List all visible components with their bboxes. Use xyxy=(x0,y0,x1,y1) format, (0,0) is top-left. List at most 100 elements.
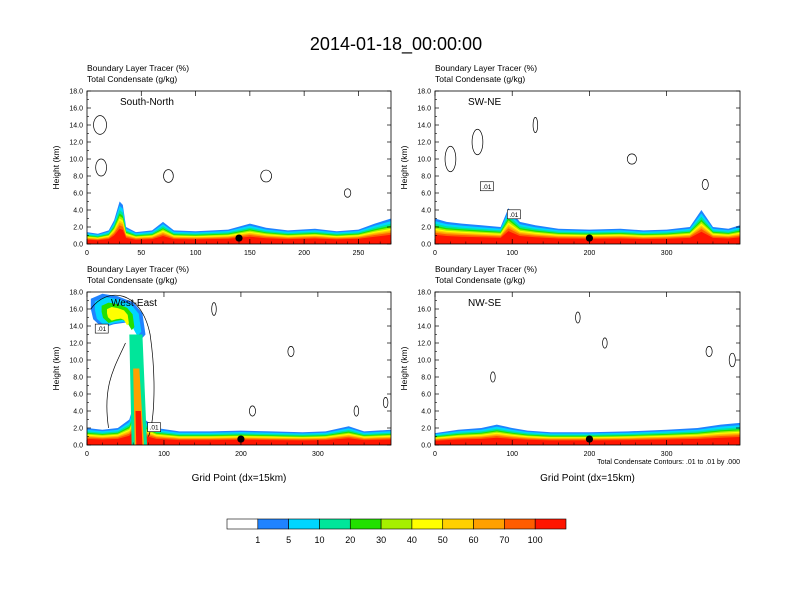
y-tick-label: 2.0 xyxy=(421,426,431,433)
panel-sw-ne: .01 .01 0.0 2.0 4.0 6.0 8.0 10.0 12.0 14.0 16.0 18.… xyxy=(399,63,741,257)
condensate-contour-tower xyxy=(90,294,155,437)
y-axis-label: Height (km) xyxy=(399,145,409,189)
y-axis-label: Height (km) xyxy=(51,145,61,189)
x-tick-label: 0 xyxy=(433,451,437,458)
location-marker xyxy=(585,234,594,242)
plot-area xyxy=(435,311,740,445)
x-tick-label: 0 xyxy=(85,250,89,257)
footnote-contours: Total Condensate Contours: .01 to .01 by… xyxy=(597,459,740,466)
y-tick-label: 16.0 xyxy=(69,307,83,314)
colorbar-swatch-6 xyxy=(380,518,413,530)
x-tick-label: 200 xyxy=(584,250,596,257)
y-tick-label: 16.0 xyxy=(417,106,431,113)
condensate-contour-1 xyxy=(93,115,107,135)
condensate-contour-2 xyxy=(95,158,107,177)
condensate-contour-5 xyxy=(705,346,713,357)
condensate-contour-3 xyxy=(602,337,608,349)
y-tick-label: 8.0 xyxy=(73,375,83,382)
y-tick-label: 12.0 xyxy=(69,140,83,147)
y-tick-label: 14.0 xyxy=(69,324,83,331)
x-axis-label: Grid Point (dx=15km) xyxy=(192,473,287,484)
y-tick-label: 10.0 xyxy=(69,358,83,365)
colorbar-swatch-7 xyxy=(411,518,444,530)
x-tick-label: 200 xyxy=(584,451,596,458)
y-tick-label: 18.0 xyxy=(417,290,431,297)
condensate-contour-1 xyxy=(444,145,457,173)
colorbar-swatch-1 xyxy=(226,518,259,530)
y-tick-label: 14.0 xyxy=(69,123,83,130)
location-marker xyxy=(237,435,245,443)
y-tick-label: 10.0 xyxy=(417,157,431,164)
y-tick-label: 14.0 xyxy=(417,123,431,130)
colorbar-label: 70 xyxy=(499,535,509,545)
y-tick-label: 12.0 xyxy=(417,140,431,147)
y-tick-label: 18.0 xyxy=(69,89,83,96)
colorbar-label: 40 xyxy=(407,535,417,545)
x-tick-label: 0 xyxy=(85,451,89,458)
x-tick-label: 100 xyxy=(506,250,518,257)
tracer-band-10 xyxy=(435,231,740,244)
y-tick-label: 12.0 xyxy=(417,341,431,348)
x-tick-label: 50 xyxy=(137,250,145,257)
colorbar-label: 100 xyxy=(528,535,543,545)
y-tick-label: 18.0 xyxy=(69,290,83,297)
y-tick-label: 4.0 xyxy=(73,409,83,416)
contour-label: .01 xyxy=(150,425,159,432)
y-tick-label: 6.0 xyxy=(73,392,83,399)
plot-area xyxy=(87,115,391,244)
condensate-contour-3 xyxy=(287,346,295,357)
panel-title-line2: Total Condensate (g/kg) xyxy=(87,275,177,285)
panel-west-east: .01 .01 0.0 2.0 4.0 6.0 8.0 10.0 12.0 14.0 16.0 18.… xyxy=(51,264,392,484)
panel-south-north: 0.0 2.0 4.0 6.0 8.0 10.0 12.0 14.0 16.0 18.0 0 50 10… xyxy=(51,63,392,257)
colorbar-swatch-8 xyxy=(442,518,474,530)
contour-label-box xyxy=(94,323,109,334)
condensate-contour-4 xyxy=(353,405,360,417)
colorbar-swatch-4 xyxy=(319,518,351,530)
panel-title-line2: Total Condensate (g/kg) xyxy=(435,74,525,84)
condensate-contour-2 xyxy=(575,311,581,324)
y-tick-label: 16.0 xyxy=(69,106,83,113)
contour-label: .01 xyxy=(482,184,491,191)
y-tick-label: 18.0 xyxy=(417,89,431,96)
x-tick-label: 150 xyxy=(244,250,256,257)
contour-label-box xyxy=(507,209,521,220)
x-tick-label: 100 xyxy=(190,250,202,257)
inset-label: South-North xyxy=(120,97,174,108)
colorbar-label: 30 xyxy=(376,535,386,545)
contour-label: .01 xyxy=(509,212,518,219)
tracer-band-10 xyxy=(87,426,391,445)
x-tick-label: 300 xyxy=(661,451,673,458)
colorbar-label: 1 xyxy=(255,535,260,545)
inset-label: SW-NE xyxy=(468,97,501,108)
y-tick-label: 8.0 xyxy=(73,174,83,181)
y-axis-label: Height (km) xyxy=(51,346,61,390)
colorbar-label: 5 xyxy=(286,535,291,545)
y-tick-label: 2.0 xyxy=(73,225,83,232)
contour-label-box xyxy=(147,422,161,433)
colorbar-swatch-2 xyxy=(257,518,289,530)
inset-label: NW-SE xyxy=(468,298,501,309)
x-axis-label: Grid Point (dx=15km) xyxy=(540,473,635,484)
plot-area xyxy=(435,116,740,244)
figure-title: 2014-01-18_00:00:00 xyxy=(310,34,482,55)
y-tick-label: 10.0 xyxy=(417,358,431,365)
condensate-contour-3 xyxy=(532,116,539,133)
y-tick-label: 8.0 xyxy=(421,174,431,181)
y-tick-label: 2.0 xyxy=(73,426,83,433)
y-tick-label: 0.0 xyxy=(73,443,83,450)
contour-label: .01 xyxy=(97,326,106,333)
y-tick-label: 16.0 xyxy=(417,307,431,314)
tracer-band-10 xyxy=(87,228,391,244)
y-axis-label: Height (km) xyxy=(399,346,409,390)
condensate-contour-4 xyxy=(260,169,272,183)
panels: 0.0 2.0 4.0 6.0 8.0 10.0 12.0 14.0 16.0 18.0 0 50 10… xyxy=(51,63,741,484)
x-tick-label: 250 xyxy=(353,250,365,257)
x-tick-label: 300 xyxy=(312,451,324,458)
y-tick-label: 4.0 xyxy=(421,208,431,215)
panel-title-line1: Boundary Layer Tracer (%) xyxy=(87,264,189,274)
x-tick-label: 200 xyxy=(235,451,247,458)
colorbar-label: 50 xyxy=(438,535,448,545)
y-tick-label: 6.0 xyxy=(421,392,431,399)
condensate-contour-5 xyxy=(382,397,389,408)
y-tick-label: 14.0 xyxy=(417,324,431,331)
